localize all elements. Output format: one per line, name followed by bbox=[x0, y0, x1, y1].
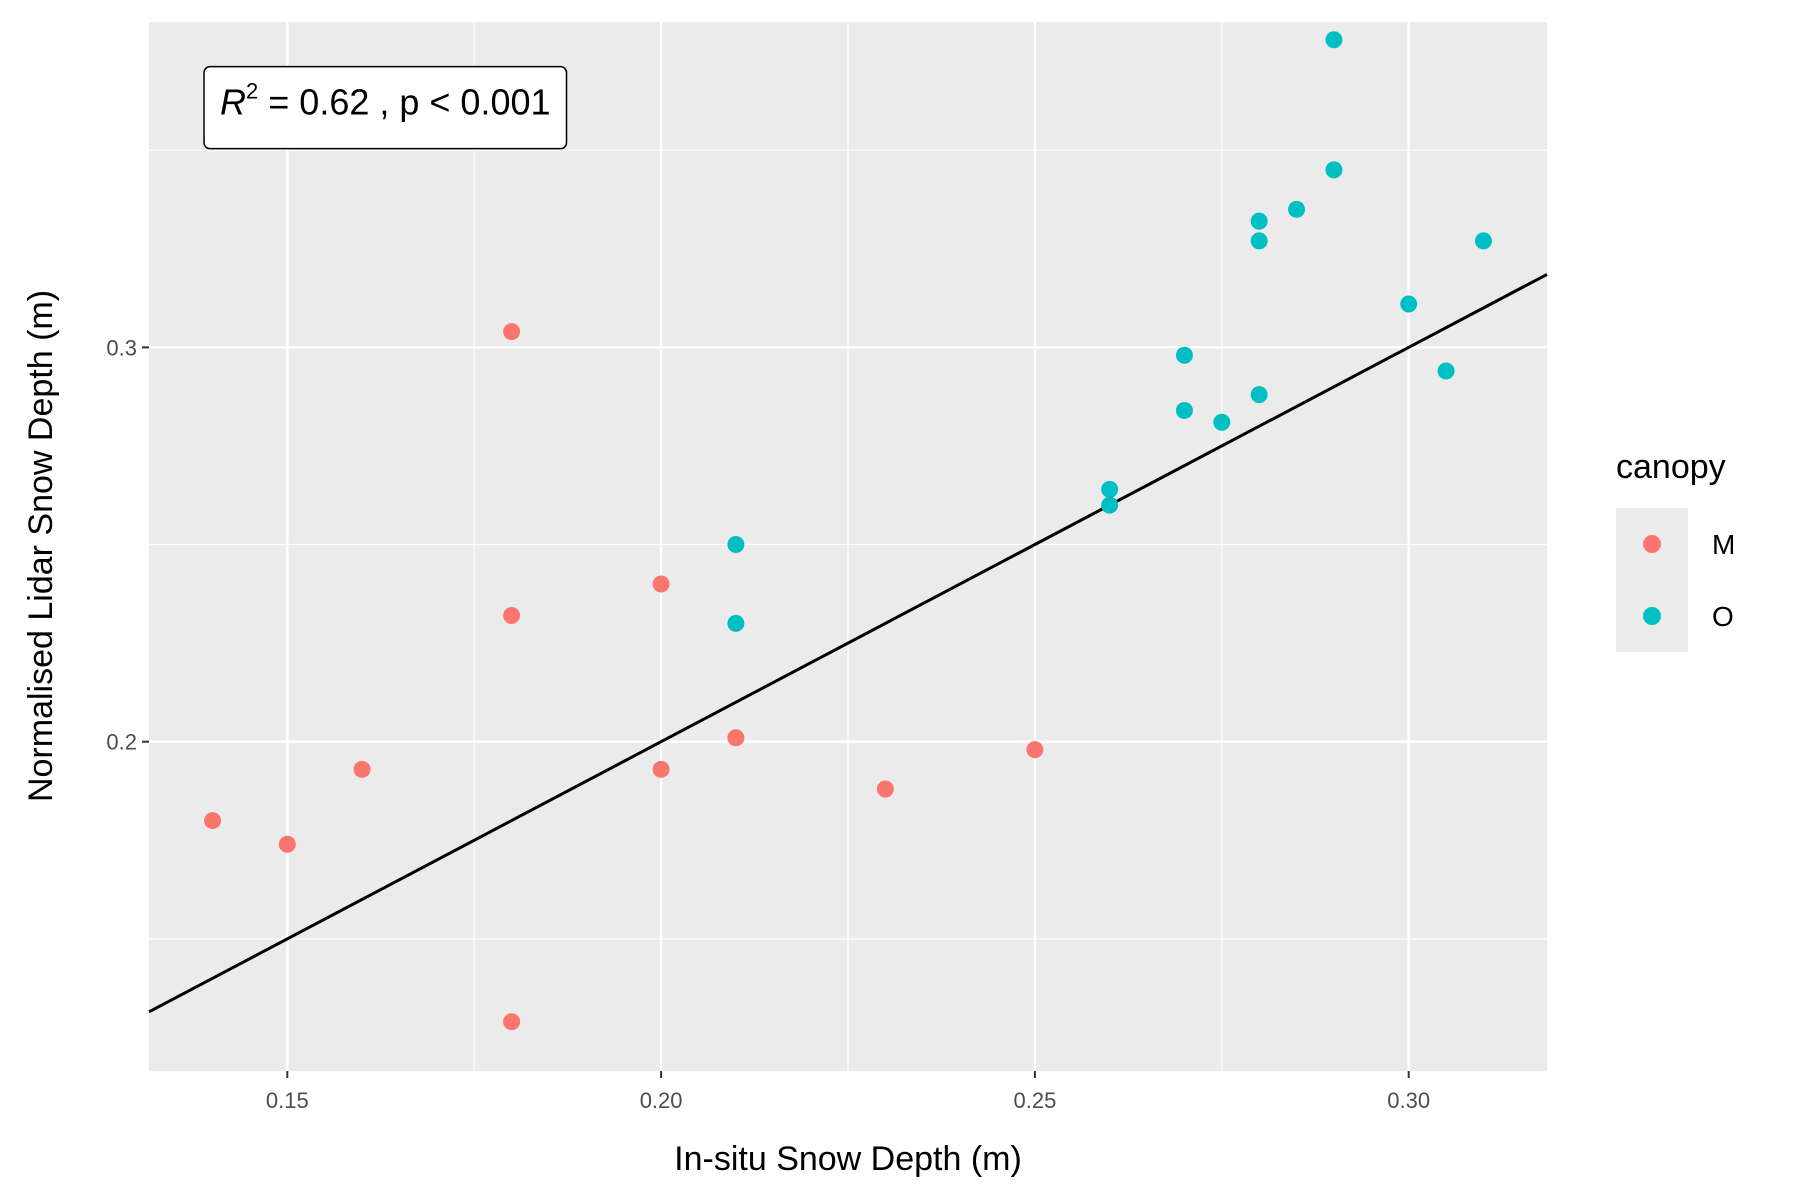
point-m-3 bbox=[503, 323, 521, 341]
annotation-r-exponent: 2 bbox=[246, 79, 258, 104]
point-m-1 bbox=[278, 835, 296, 853]
point-o-2 bbox=[1101, 480, 1119, 498]
point-o-3 bbox=[1101, 496, 1119, 514]
point-o-7 bbox=[1250, 212, 1268, 230]
legend-key-m bbox=[1643, 535, 1661, 553]
y-axis-title: Normalised Lidar Snow Depth (m) bbox=[22, 290, 60, 802]
point-m-9 bbox=[876, 780, 894, 798]
point-o-12 bbox=[1325, 161, 1343, 179]
legend-label-m: M bbox=[1712, 529, 1735, 560]
point-m-6 bbox=[652, 575, 670, 593]
point-m-8 bbox=[727, 729, 745, 747]
legend-key-o bbox=[1643, 607, 1661, 625]
annotation-text: R2 = 0.62 , p < 0.001 bbox=[220, 79, 550, 123]
grid-major bbox=[149, 22, 1547, 1071]
reference-line bbox=[148, 273, 1548, 1014]
x-tick-label-1: 0.20 bbox=[640, 1088, 683, 1113]
point-o-0 bbox=[727, 536, 745, 554]
x-tick-label-0: 0.15 bbox=[266, 1088, 309, 1113]
y-tick-label-1: 0.3 bbox=[106, 335, 137, 360]
y-axis-ticks: 0.2 0.3 bbox=[106, 335, 149, 755]
legend-label-o: O bbox=[1712, 601, 1734, 632]
point-o-14 bbox=[1437, 362, 1455, 380]
point-m-7 bbox=[652, 760, 670, 778]
point-m-2 bbox=[353, 760, 371, 778]
legend: canopy M O bbox=[1616, 448, 1735, 652]
point-o-6 bbox=[1213, 413, 1231, 431]
data-points bbox=[204, 31, 1492, 1031]
point-o-8 bbox=[1250, 232, 1268, 250]
x-axis-title: In-situ Snow Depth (m) bbox=[674, 1140, 1022, 1178]
grid-minor bbox=[149, 22, 1547, 1071]
point-o-15 bbox=[1474, 232, 1492, 250]
point-m-5 bbox=[503, 1013, 521, 1031]
x-axis-ticks: 0.15 0.20 0.25 0.30 bbox=[266, 1071, 1430, 1113]
x-tick-label-3: 0.30 bbox=[1387, 1088, 1430, 1113]
point-o-10 bbox=[1288, 200, 1306, 218]
point-o-1 bbox=[727, 614, 745, 632]
point-o-5 bbox=[1175, 401, 1193, 419]
annotation-stats-text: = 0.62 , p < 0.001 bbox=[258, 82, 550, 123]
stats-annotation: R2 = 0.62 , p < 0.001 bbox=[203, 65, 568, 150]
legend-title: canopy bbox=[1616, 448, 1726, 486]
point-o-4 bbox=[1175, 346, 1193, 364]
point-m-0 bbox=[204, 812, 222, 830]
point-m-10 bbox=[1026, 741, 1044, 759]
y-tick-label-0: 0.2 bbox=[106, 730, 137, 755]
point-o-13 bbox=[1400, 295, 1418, 313]
point-m-4 bbox=[503, 607, 521, 625]
x-tick-label-2: 0.25 bbox=[1013, 1088, 1056, 1113]
point-o-11 bbox=[1325, 31, 1343, 49]
annotation-box bbox=[203, 65, 568, 150]
point-o-9 bbox=[1250, 386, 1268, 404]
annotation-r-symbol: R bbox=[220, 82, 246, 123]
